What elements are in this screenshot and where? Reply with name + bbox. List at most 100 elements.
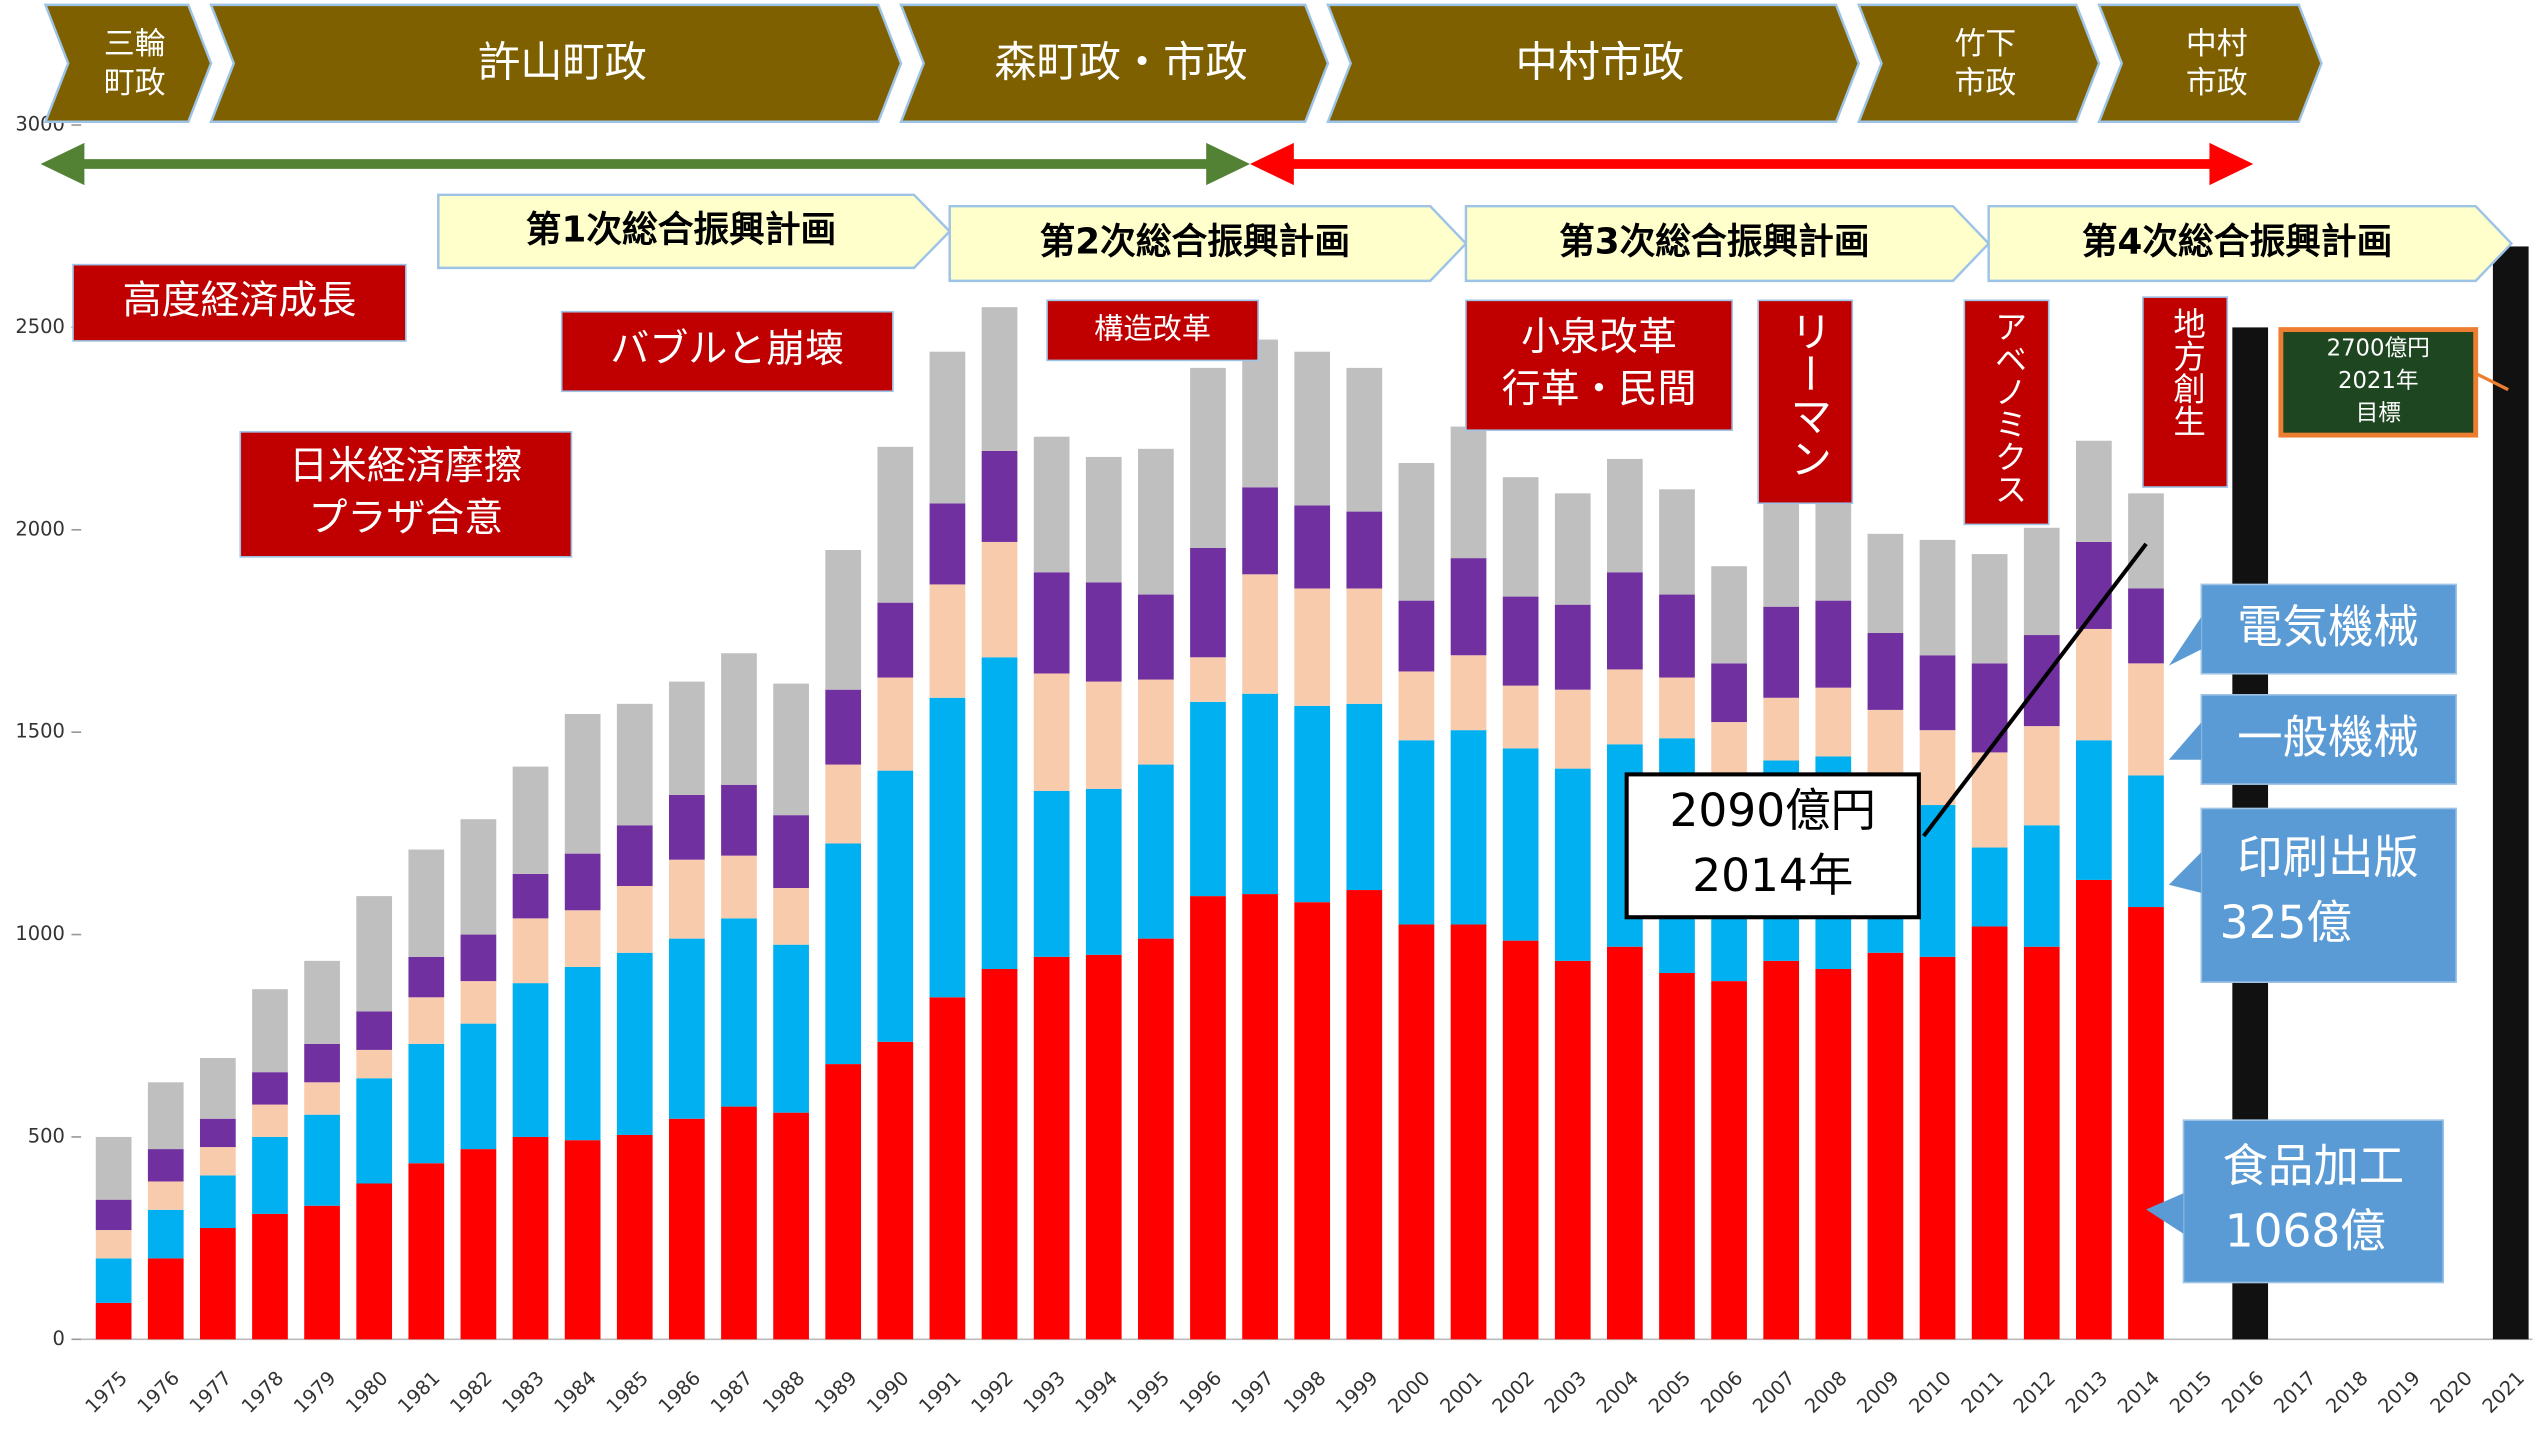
bar-segment bbox=[929, 503, 966, 585]
x-tick-label: 1995 bbox=[1123, 1367, 1174, 1418]
bar-segment bbox=[304, 1043, 340, 1083]
bar-segment bbox=[408, 997, 445, 1044]
series-label: 電気機械 bbox=[2237, 600, 2419, 653]
bar-segment bbox=[877, 446, 914, 603]
bar-segment bbox=[1242, 894, 1278, 1340]
bar-segment bbox=[1919, 655, 1956, 731]
event-box bbox=[1046, 299, 1259, 362]
bar-segment bbox=[1138, 764, 1174, 939]
bar-segment bbox=[1502, 596, 1539, 686]
y-tick-label: 0 bbox=[53, 1327, 65, 1350]
bar-segment bbox=[147, 1082, 184, 1150]
x-tick-label: 2019 bbox=[2374, 1367, 2425, 1418]
x-tick-label: 1985 bbox=[602, 1367, 653, 1418]
bar-segment bbox=[1815, 968, 1852, 1340]
bar-segment bbox=[564, 910, 601, 967]
bar-segment bbox=[95, 1136, 132, 1200]
bar-segment bbox=[2128, 588, 2164, 664]
bar-segment bbox=[2076, 879, 2112, 1340]
x-tick-label: 2016 bbox=[2217, 1367, 2268, 1418]
x-tick-label: 1979 bbox=[289, 1367, 340, 1418]
bar-segment bbox=[1085, 954, 1122, 1340]
x-tick-label: 1996 bbox=[1175, 1367, 1226, 1418]
bar-segment bbox=[1919, 956, 1956, 1340]
bar-segment bbox=[356, 1049, 393, 1079]
bar-segment bbox=[1450, 426, 1487, 559]
bar-segment bbox=[825, 689, 862, 765]
bar-segment bbox=[2128, 493, 2164, 589]
bar-segment bbox=[877, 602, 914, 678]
x-tick-label: 1998 bbox=[1279, 1367, 1330, 1418]
bar-segment bbox=[1450, 655, 1487, 731]
bar-segment bbox=[147, 1149, 184, 1182]
bar-segment bbox=[1346, 890, 1383, 1340]
bar-segment bbox=[200, 1118, 236, 1148]
bar-segment bbox=[669, 681, 705, 795]
event-box bbox=[1963, 299, 2050, 526]
bar-segment bbox=[1867, 533, 1904, 634]
bar-segment bbox=[929, 351, 966, 504]
bar-segment bbox=[252, 1213, 288, 1340]
bar-segment bbox=[1294, 505, 1331, 589]
y-tick-label: 1000 bbox=[15, 922, 65, 945]
bar-segment bbox=[1190, 657, 1226, 702]
bar-segment bbox=[1294, 351, 1331, 506]
x-tick-label: 2014 bbox=[2113, 1367, 2164, 1418]
bar-segment bbox=[356, 1011, 393, 1050]
era-chevron bbox=[2097, 3, 2323, 123]
bar-segment bbox=[512, 983, 549, 1137]
bar-segment bbox=[460, 819, 497, 935]
bar-segment bbox=[2492, 246, 2529, 1340]
bar-segment bbox=[1085, 582, 1122, 682]
label-text: 小泉改革 bbox=[1521, 315, 1677, 360]
bar-segment bbox=[1607, 458, 1643, 573]
callout-pointer bbox=[2168, 852, 2202, 893]
bar-segment bbox=[825, 1064, 862, 1340]
x-tick-label: 2017 bbox=[2269, 1367, 2320, 1418]
bar-segment bbox=[356, 1078, 393, 1184]
plan-label: 第3次総合振興計画 bbox=[1559, 222, 1869, 263]
bar-segment bbox=[252, 1104, 288, 1137]
x-tick-label: 1994 bbox=[1071, 1367, 1122, 1418]
bar-segment bbox=[408, 956, 445, 998]
x-tick-label: 1984 bbox=[550, 1367, 601, 1418]
series-callout bbox=[2200, 694, 2458, 785]
bar-segment bbox=[1138, 448, 1174, 595]
series-callout bbox=[2182, 1119, 2445, 1284]
x-tick-label: 2012 bbox=[2009, 1367, 2060, 1418]
bar-segment bbox=[616, 703, 653, 826]
bar-segment bbox=[773, 683, 809, 816]
event-box bbox=[1465, 299, 1733, 432]
x-tick-label: 1975 bbox=[81, 1367, 132, 1418]
bar-segment bbox=[721, 653, 757, 785]
series-label: 食品加工 bbox=[2222, 1139, 2404, 1192]
bar-segment bbox=[1502, 477, 1539, 597]
x-tick-label: 2004 bbox=[1592, 1367, 1643, 1418]
label-text: 市政 bbox=[2186, 65, 2248, 101]
label-text: 三輪 bbox=[104, 26, 166, 62]
bar-segment bbox=[773, 888, 809, 945]
series-label: 印刷出版 bbox=[2237, 831, 2419, 884]
bar-segment bbox=[1346, 511, 1383, 589]
x-tick-label: 1976 bbox=[133, 1367, 184, 1418]
series-amount: 325億 bbox=[2220, 896, 2352, 949]
bar-segment bbox=[95, 1230, 132, 1259]
bar-segment bbox=[1919, 539, 1956, 656]
bar-segment bbox=[1607, 946, 1643, 1340]
bar-segment bbox=[1450, 730, 1487, 925]
event-label: リーマン bbox=[1784, 310, 1833, 479]
bar-segment bbox=[1033, 673, 1070, 791]
label-text: 目標 bbox=[2356, 400, 2401, 426]
bar-segment bbox=[460, 1023, 497, 1150]
x-tick-label: 1983 bbox=[498, 1367, 549, 1418]
bar-segment bbox=[147, 1209, 184, 1259]
bar-segment bbox=[1763, 606, 1800, 698]
arrow-head bbox=[1250, 142, 1294, 186]
bar-segment bbox=[1659, 594, 1695, 678]
bar-segment bbox=[1138, 679, 1174, 765]
bar-segment bbox=[1711, 981, 1747, 1340]
bar-segment bbox=[2023, 726, 2060, 826]
arrow-head bbox=[2209, 142, 2254, 186]
plan-arrow bbox=[1987, 204, 2514, 283]
bar-segment bbox=[981, 450, 1018, 542]
